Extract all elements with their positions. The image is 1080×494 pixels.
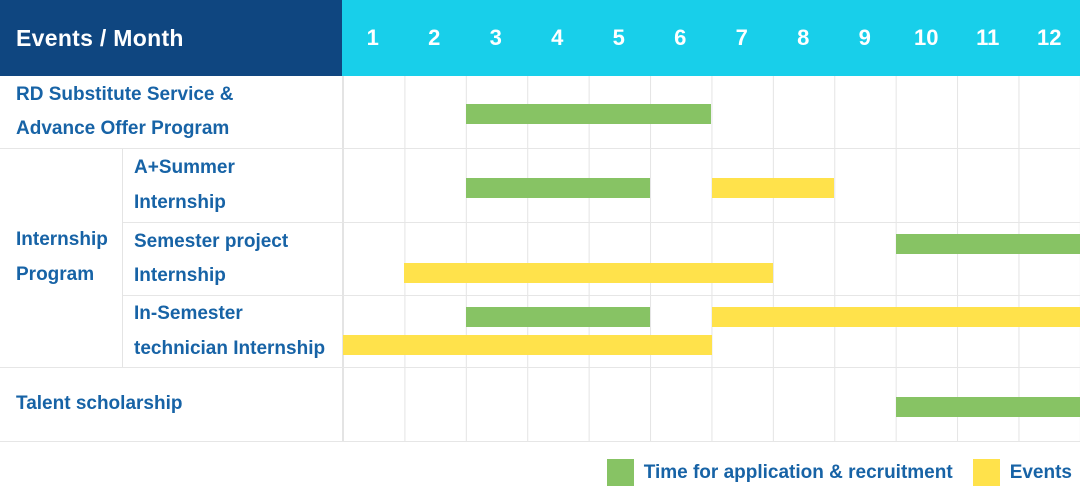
gantt-bar-recruitment [895, 234, 1080, 254]
group-label-internship-program: Internship Program [16, 229, 108, 285]
gantt-bar-recruitment [465, 307, 651, 327]
chart-area [342, 76, 1080, 148]
month-label: 12 [1037, 25, 1062, 50]
month-label: 11 [976, 25, 1000, 50]
chart-area [342, 295, 1080, 367]
table-row: A+Summer Internship [0, 148, 1080, 222]
months-header: 1 2 3 4 5 6 7 8 9 10 11 12 [342, 0, 1080, 76]
group-column-spacer [0, 222, 123, 295]
gantt-bar-events [343, 335, 712, 355]
month-label: 10 [914, 25, 939, 50]
table-row: Talent scholarship [0, 367, 1080, 441]
table-row: RD Substitute Service & Advance Offer Pr… [0, 76, 1080, 148]
recruitment-swatch-icon [606, 459, 634, 486]
month-label: 5 [612, 25, 625, 50]
month-label: 6 [674, 25, 687, 50]
month-label: 2 [428, 25, 441, 50]
gantt-bar-events [711, 307, 1080, 327]
gantt-bar-events [404, 263, 773, 283]
legend-item-recruitment: Time for application & recruitment [606, 459, 953, 486]
gantt-bar-events [711, 177, 835, 198]
legend-label: Events [1009, 461, 1072, 483]
chart-area [342, 368, 1080, 441]
month-label: 3 [489, 25, 502, 50]
legend-item-events: Events [972, 459, 1072, 486]
table-body: RD Substitute Service & Advance Offer Pr… [0, 76, 1080, 442]
table-row: Semester project Internship [0, 222, 1080, 295]
header-title: Events / Month [16, 24, 184, 51]
events-swatch-icon [972, 459, 1000, 486]
month-label: 7 [735, 25, 748, 50]
row-label-talent-scholarship: Talent scholarship [16, 393, 183, 415]
chart-area [342, 149, 1080, 222]
header-row: Events / Month 1 2 3 4 5 6 7 8 9 10 11 12 [0, 0, 1080, 76]
gantt-bar-recruitment [465, 104, 712, 124]
table-row: In-Semester technician Internship [0, 295, 1080, 367]
row-label-rd-substitute: RD Substitute Service & Advance Offer Pr… [16, 83, 234, 139]
row-label-a-plus-summer: A+Summer Internship [134, 157, 235, 213]
row-label-semester-project: Semester project Internship [123, 222, 342, 295]
month-label: 4 [551, 25, 564, 50]
events-month-header-cell: Events / Month [0, 0, 342, 76]
legend: Time for application & recruitment Event… [606, 459, 1072, 486]
legend-label: Time for application & recruitment [643, 461, 953, 483]
row-label-in-semester-technician: In-Semester technician Internship [123, 295, 342, 367]
chart-area [342, 222, 1080, 295]
month-label: 9 [858, 25, 871, 50]
group-column-spacer [0, 149, 123, 222]
group-column-spacer [0, 295, 123, 367]
gantt-bar-recruitment [465, 177, 651, 198]
gantt-bar-recruitment [895, 396, 1080, 417]
month-label: 8 [797, 25, 810, 50]
month-label: 1 [366, 25, 379, 50]
